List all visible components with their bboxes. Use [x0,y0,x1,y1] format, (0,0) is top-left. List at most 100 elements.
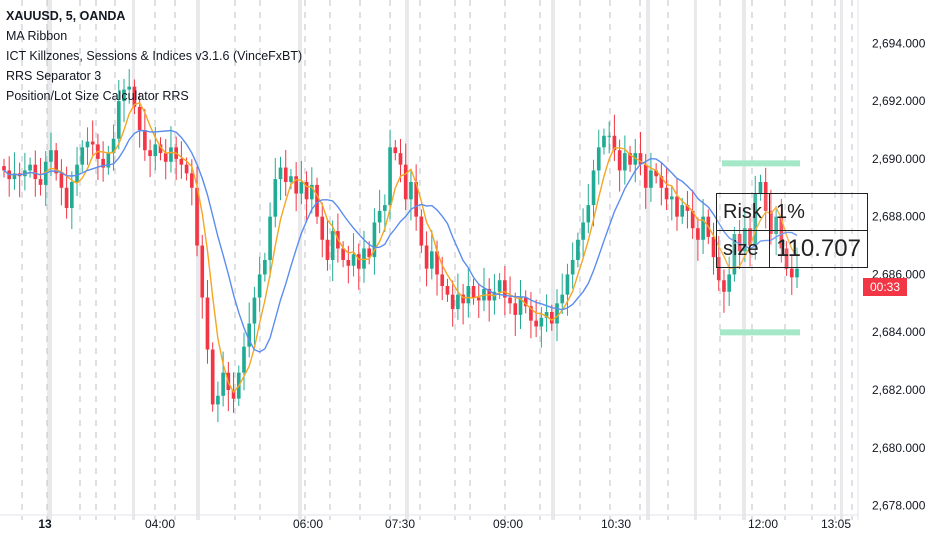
candle-up [252,297,257,324]
candle-up [263,260,267,275]
candle-down [38,179,43,185]
symbol-title[interactable]: XAUUSD, 5, OANDA [6,9,126,23]
candle-down [450,294,455,310]
candle-up [69,182,74,208]
candle-down [403,164,408,200]
candle-down [617,150,622,171]
candle-down [367,248,372,258]
candle-up [299,182,304,194]
candle-down [195,187,199,246]
candle-down [461,294,465,304]
session-band [132,0,135,520]
candle-up [122,89,126,102]
candle-up [111,138,116,154]
candle-down [722,280,726,292]
candle-up [596,147,601,171]
candle-up [372,222,377,258]
candle-down [59,173,64,188]
candle-down [356,254,361,269]
candle-up [388,147,392,206]
position-size-calculator: Risk 1% size 110.707 [716,193,868,268]
candle-up [362,248,366,269]
candle-down [179,158,184,165]
candle-up [106,153,111,168]
candle-down [315,184,319,217]
candle-up [75,164,79,182]
candle-up [12,173,17,180]
position-target-zone [722,160,800,167]
candle-down [64,187,69,208]
candle-up [466,286,471,304]
indicator-rrs-separator[interactable]: RRS Separator 3 [6,69,102,83]
candle-up [28,164,32,171]
candle-up [518,297,523,315]
risk-label: Risk [716,193,770,231]
candle-up [330,231,335,260]
price-axis-label: 2,690.000 [872,152,926,166]
candle-up [351,254,356,266]
candle-down [320,216,325,240]
price-axis-label: 2,686.000 [872,267,926,281]
candle-up [127,86,132,90]
candle-up [586,205,591,223]
candle-down [659,176,664,188]
session-band [196,0,200,520]
candle-up [85,141,90,148]
candle-up [607,135,612,137]
candle-down [419,216,424,246]
price-axis-label: 2,692.000 [872,94,926,108]
price-axis-label: 2,682.000 [872,383,926,397]
candle-up [576,239,580,260]
price-axis-label: 2,684.000 [872,325,926,339]
candle-up [309,184,314,200]
candle-down [398,153,403,165]
session-band [298,0,302,520]
candle-down [231,390,236,399]
candle-up [680,205,685,217]
candle-up [242,346,246,373]
candle-up [377,210,382,223]
candle-down [283,167,288,182]
candle-down [529,306,533,321]
price-axis-label: 2,678.000 [872,499,926,513]
candle-up [560,294,565,304]
candle-up [409,182,413,200]
session-band [694,0,697,520]
candle-down [137,106,142,130]
candle-up [623,153,627,171]
indicator-ma-ribbon[interactable]: MA Ribbon [6,29,68,43]
time-axis-label: 04:00 [145,517,175,531]
time-axis-label: 07:30 [385,517,415,531]
candle-down [664,187,669,200]
candle-down [716,257,721,281]
candle-up [247,323,252,347]
candle-up [257,274,262,298]
candle-up [49,150,53,162]
candle-up [602,135,606,148]
risk-value: 1% [769,193,868,231]
candle-up [216,395,220,405]
indicator-position-calculator[interactable]: Position/Lot Size Calculator RRS [6,89,189,103]
candle-up [727,274,732,292]
candle-down [476,297,481,301]
price-axis-label: 2,694.000 [872,36,926,50]
candle-down [325,239,330,260]
candle-up [153,144,158,156]
session-band [551,0,555,520]
candle-up [383,205,387,211]
current-price-countdown-badge: 00:33 [863,278,907,296]
candle-down [54,150,58,174]
candle-up [429,251,434,269]
candle-down [148,150,152,156]
candle-down [523,297,528,307]
candle-down [346,260,351,266]
candle-down [685,205,690,211]
candle-down [294,176,298,194]
candle-down [690,210,695,229]
candle-up [649,170,653,188]
candle-down [90,141,95,145]
indicator-ict-killzones[interactable]: ICT Killzones, Sessions & Indices v3.1.6… [6,49,303,63]
candle-down [513,303,518,315]
candle-down [654,170,658,177]
chart-legend: XAUUSD, 5, OANDA MA Ribbon ICT Killzones… [6,6,302,106]
